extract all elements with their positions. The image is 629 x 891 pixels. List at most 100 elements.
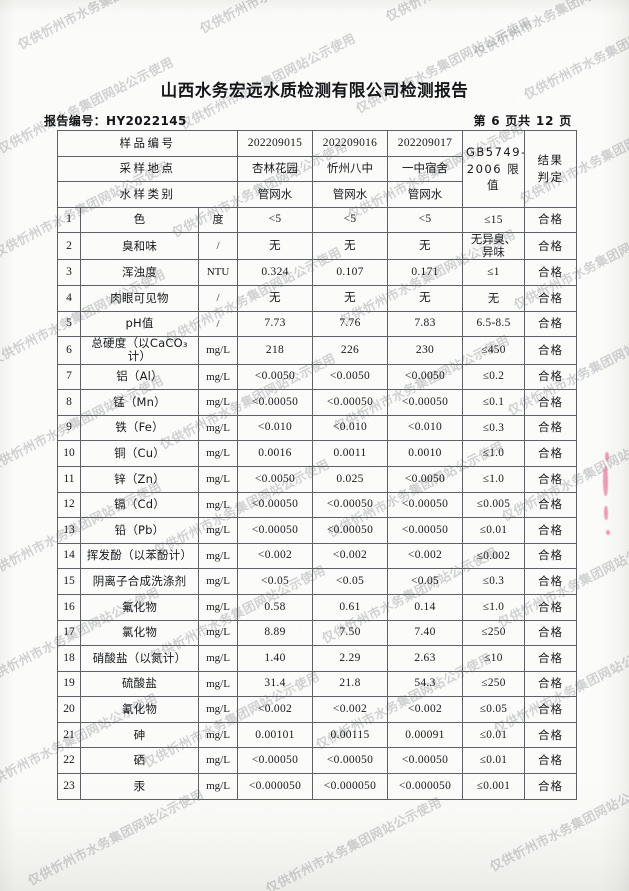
- table-row: 3 浑浊度 NTU 0.324 0.107 0.171 ≤1 合格: [57, 259, 577, 286]
- row-standard-limit: ≤15: [462, 206, 525, 234]
- row-value-2: 2.29: [312, 645, 388, 672]
- row-value-1: 218: [237, 336, 313, 365]
- table-row: 16 氟化物 mg/L 0.58 0.61 0.14 ≤1.0 合格: [57, 593, 577, 621]
- row-verdict: 合格: [524, 542, 577, 570]
- row-value-1: 0.58: [237, 593, 313, 621]
- row-standard-limit: 6.5-8.5: [462, 310, 525, 338]
- row-index: 13: [57, 517, 81, 544]
- row-index: 5: [57, 310, 81, 338]
- row-item-name: 铁（Fe）: [80, 414, 199, 442]
- row-index: 3: [57, 259, 81, 286]
- row-verdict: 合格: [524, 645, 577, 672]
- table-row: 5 pH值/7.73 7.76 7.83 6.5-8.5 合格: [57, 310, 577, 338]
- row-value-1: 7.73: [237, 310, 313, 338]
- row-value-3: <0.002: [387, 696, 463, 723]
- row-unit: /: [198, 232, 238, 261]
- row-value-2: 0.0011: [312, 440, 388, 467]
- row-standard-limit: ≤0.3: [462, 414, 525, 442]
- row-index: 15: [57, 568, 81, 595]
- row-item-name: 铝（Al）: [80, 363, 199, 391]
- row-verdict: 合格: [524, 517, 577, 544]
- table-row: 11 锌（Zn） mg/L <0.0050 0.025 <0.0050 ≤1.0 合格: [57, 465, 577, 493]
- row-value-1: <0.00050: [237, 389, 313, 416]
- row-verdict: 合格: [524, 465, 577, 493]
- header-standard-limit: GB5749- 2006 限值: [462, 130, 525, 208]
- row-unit: mg/L: [198, 645, 238, 672]
- row-standard-limit: 无: [462, 284, 525, 312]
- row-item-name: 铅（Pb）: [80, 517, 199, 544]
- row-unit: mg/L: [198, 542, 238, 570]
- header-sampling-site-value-3: 一中宿舍: [387, 155, 463, 183]
- table-row: 22 硒 mg/L <0.00050 <0.00050 <0.00050 ≤0.01 合格: [57, 747, 577, 775]
- row-index: 12: [57, 491, 81, 519]
- table-row: 15 阴离子合成洗涤剂 mg/L <0.05 <0.05 <0.05 ≤0.3 合格: [57, 568, 577, 595]
- row-unit: mg/L: [198, 670, 238, 698]
- row-standard-limit: ≤250: [462, 670, 525, 698]
- row-item-name: 阴离子合成洗涤剂: [80, 568, 199, 595]
- row-index: 8: [57, 389, 81, 416]
- row-standard-limit: ≤10: [462, 645, 525, 672]
- row-value-2: 0.107: [312, 259, 388, 286]
- row-value-3: 无: [387, 232, 463, 261]
- row-verdict: 合格: [524, 747, 577, 775]
- table-row: 2 臭和味 / 无无无无异臭、异味 合格: [57, 232, 577, 261]
- row-unit: mg/L: [198, 389, 238, 416]
- row-verdict: 合格: [524, 619, 577, 647]
- table-row: 12 镉（Cd） mg/L <0.00050 <0.00050 <0.00050 ≤0.00…: [57, 491, 577, 519]
- row-unit: mg/L: [198, 414, 238, 442]
- row-value-1: 无: [237, 232, 313, 261]
- table-row: 7 铝（Al） mg/L <0.0050 <0.0050 <0.0050 ≤0.2 合格: [57, 363, 577, 391]
- row-item-name: 铜（Cu）: [80, 440, 199, 467]
- row-item-name: 肉眼可见物: [80, 284, 199, 312]
- row-item-name: 氯化物: [80, 619, 199, 647]
- row-item-name: 汞: [80, 773, 199, 800]
- row-unit: mg/L: [198, 696, 238, 723]
- row-unit: mg/L: [198, 773, 238, 800]
- row-item-name: 锌（Zn）: [80, 465, 199, 493]
- row-value-2: <0.010: [312, 414, 388, 442]
- row-value-1: <0.0050: [237, 465, 313, 493]
- table-row: 23 汞 mg/L <0.000050 <0.000050 <0.000050 ≤0.001…: [57, 773, 577, 800]
- row-value-2: <0.002: [312, 542, 388, 570]
- row-standard-limit: ≤0.001: [462, 773, 525, 800]
- row-value-3: 0.14: [387, 593, 463, 621]
- row-value-2: 21.8: [312, 670, 388, 698]
- row-verdict: 合格: [524, 389, 577, 416]
- header-sample-type-value-1: 管网水: [237, 181, 313, 208]
- row-item-name: 总硬度（以CaCO₃计）: [80, 336, 199, 365]
- row-value-3: <5: [387, 206, 463, 234]
- row-value-1: <0.05: [237, 568, 313, 595]
- report-meta-row: 报告编号：HY2022145 第 6 页共 12 页: [44, 112, 585, 129]
- row-index: 18: [57, 645, 81, 672]
- table-header-row: 采样地点 杏林花园 忻州八中 一中宿舍: [57, 155, 577, 183]
- row-value-1: 1.40: [237, 645, 313, 672]
- row-value-1: 无: [237, 284, 313, 312]
- row-standard-limit: ≤0.05: [462, 696, 525, 723]
- table-row: 6 总硬度（以CaCO₃计） mg/L 218 226 230 ≤450 合格: [57, 336, 577, 365]
- row-verdict: 合格: [524, 721, 577, 749]
- row-value-1: <0.00050: [237, 747, 313, 775]
- row-unit: /: [198, 284, 238, 312]
- row-value-3: 7.83: [387, 310, 463, 338]
- row-index: 1: [57, 206, 81, 234]
- row-verdict: 合格: [524, 491, 577, 519]
- row-standard-limit: ≤0.1: [462, 389, 525, 416]
- row-index: 2: [57, 232, 81, 261]
- row-value-3: <0.05: [387, 568, 463, 595]
- row-verdict: 合格: [524, 206, 577, 234]
- row-value-2: <0.002: [312, 696, 388, 723]
- row-index: 14: [57, 542, 81, 570]
- table-row: 17 氯化物 mg/L 8.89 7.50 7.40 ≤250 合格: [57, 619, 577, 647]
- row-index: 16: [57, 593, 81, 621]
- row-verdict: 合格: [524, 696, 577, 723]
- row-value-2: 0.025: [312, 465, 388, 493]
- header-sample-type-value-3: 管网水: [387, 181, 463, 208]
- table-row: 9 铁（Fe） mg/L <0.010 <0.010 <0.010 ≤0.3 合格: [57, 414, 577, 442]
- row-value-1: 0.0016: [237, 440, 313, 467]
- row-value-1: <0.00050: [237, 491, 313, 519]
- row-value-3: 0.171: [387, 259, 463, 286]
- row-value-3: <0.0050: [387, 465, 463, 493]
- header-sampling-site-label: 采样地点: [57, 155, 238, 183]
- row-unit: mg/L: [198, 721, 238, 749]
- row-standard-limit: ≤0.2: [462, 363, 525, 391]
